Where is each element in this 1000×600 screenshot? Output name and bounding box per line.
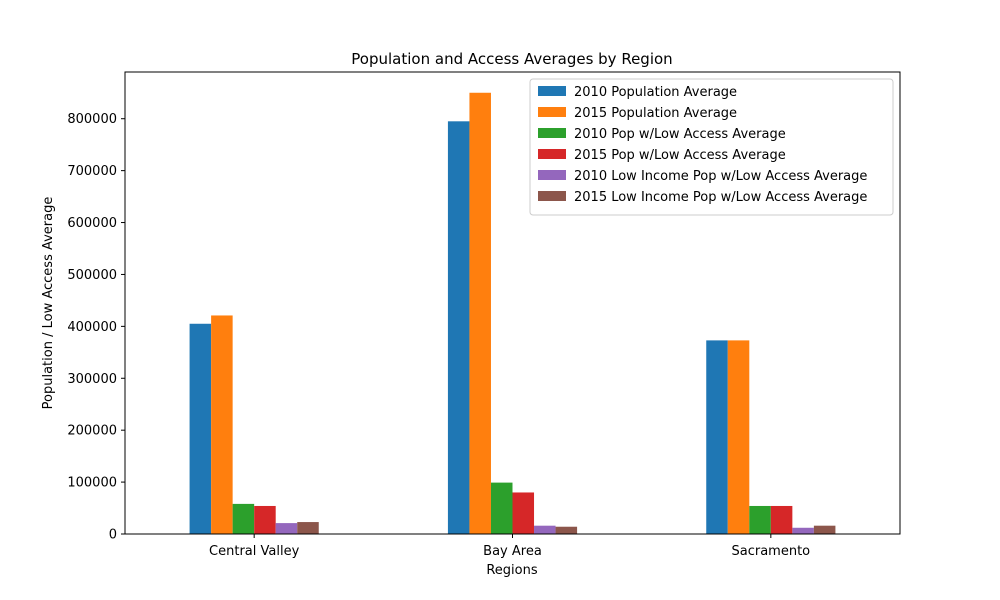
legend-label-2: 2010 Pop w/Low Access Average <box>574 127 786 142</box>
legend-swatch-3 <box>538 149 566 159</box>
bar-4-0 <box>275 523 298 534</box>
legend-label-4: 2010 Low Income Pop w/Low Access Average <box>574 169 867 184</box>
bar-5-2 <box>813 525 836 534</box>
x-axis-label: Regions <box>486 563 538 578</box>
bar-3-1 <box>512 492 535 534</box>
y-axis: 0 100000 200000 300000 400000 500000 600000 700… <box>67 112 125 543</box>
y-tick-label-2: 200000 <box>67 424 117 439</box>
x-tick-label-2: Sacramento <box>732 544 811 559</box>
bar-5-0 <box>297 522 319 534</box>
x-tick-label-1: Bay Area <box>483 544 542 559</box>
chart-title: Population and Access Averages by Region <box>351 50 672 68</box>
legend-swatch-0 <box>538 86 566 96</box>
y-tick-label-6: 600000 <box>67 216 117 231</box>
bar-0-1 <box>447 121 470 534</box>
bar-2-0 <box>232 503 255 534</box>
bar-4-2 <box>792 527 814 534</box>
legend-swatch-5 <box>538 191 566 201</box>
bars-group <box>189 92 836 534</box>
legend-swatch-1 <box>538 107 566 117</box>
bar-0-2 <box>706 340 728 534</box>
bar-0-0 <box>189 323 212 534</box>
bar-2-1 <box>490 482 513 534</box>
x-axis: Central Valley Bay Area Sacramento <box>209 534 810 559</box>
y-tick-label-7: 700000 <box>67 164 117 179</box>
y-tick-label-0: 0 <box>109 528 117 543</box>
legend-swatch-4 <box>538 170 566 180</box>
legend-label-0: 2010 Population Average <box>574 85 737 100</box>
bar-1-1 <box>469 92 491 534</box>
y-axis-label: Population / Low Access Average <box>41 197 56 410</box>
y-tick-label-4: 400000 <box>67 320 117 335</box>
y-tick-label-5: 500000 <box>67 268 117 283</box>
y-tick-label-1: 100000 <box>67 476 117 491</box>
bar-3-2 <box>770 505 793 534</box>
x-tick-label-0: Central Valley <box>209 544 300 559</box>
legend-label-5: 2015 Low Income Pop w/Low Access Average <box>574 190 867 205</box>
bar-4-1 <box>534 525 556 534</box>
bar-2-2 <box>749 505 771 534</box>
legend-frame <box>529 78 894 216</box>
legend-label-3: 2015 Pop w/Low Access Average <box>574 148 786 163</box>
bar-1-2 <box>727 340 750 534</box>
legend-label-1: 2015 Population Average <box>574 106 737 121</box>
y-tick-label-8: 800000 <box>67 112 117 127</box>
bar-5-1 <box>555 526 578 534</box>
bar-3-0 <box>254 505 276 534</box>
bar-1-0 <box>211 315 233 534</box>
legend-swatch-2 <box>538 128 566 138</box>
legend: 2010 Population Average 2015 Population A… <box>529 78 894 216</box>
y-tick-label-3: 300000 <box>67 372 117 387</box>
